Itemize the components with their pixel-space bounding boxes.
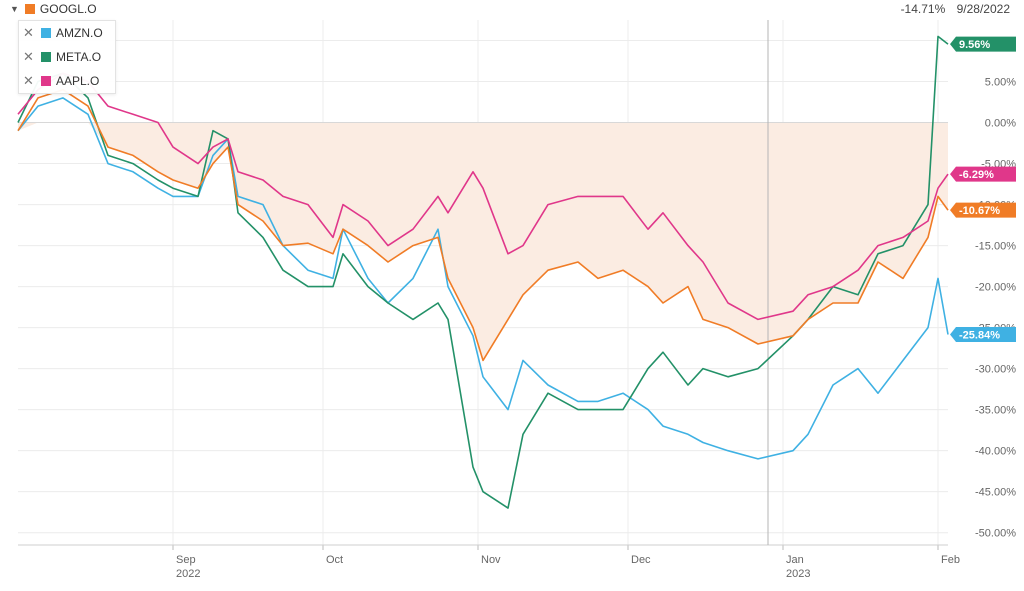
end-value-tag [950,202,1016,218]
x-tick-label: Feb [941,554,960,566]
end-value-label: -6.29% [959,169,994,181]
main-series-swatch [24,4,35,14]
end-value-tag [950,166,1016,182]
close-icon[interactable]: ✕ [23,73,34,88]
main-series-label: GOOGL.O [39,2,97,16]
end-value-tag [950,36,1016,52]
y-tick-label: -20.00% [975,282,1016,294]
legend-item-meta[interactable]: ✕ META.O [19,45,115,69]
readout-date: 9/28/2022 [956,2,1010,16]
legend-swatch [41,28,51,38]
end-value-label: -10.67% [959,205,1000,217]
y-tick-label: -35.00% [975,405,1016,417]
end-value-label: -25.84% [959,330,1000,342]
main-series-selector[interactable]: ▼ GOOGL.O [10,2,97,16]
end-value-label: 9.56% [959,39,990,51]
legend-swatch [41,52,51,62]
legend-label: AMZN.O [56,26,103,40]
series-line-aapl-o [17,72,949,321]
x-tick-sublabel: 2023 [786,568,810,580]
legend-item-aapl[interactable]: ✕ AAPL.O [19,69,115,93]
x-tick-label: Dec [631,554,651,566]
end-value-tag [950,327,1016,343]
legend-label: AAPL.O [56,74,100,88]
y-tick-label: -40.00% [975,446,1016,458]
readout-change: -14.71% [900,2,946,16]
chart-header: ▼ GOOGL.O -14.71% 9/28/2022 [0,0,1024,20]
y-tick-label: -45.00% [975,487,1016,499]
value-readout: -14.71% 9/28/2022 [893,2,1010,16]
legend-swatch [41,76,51,86]
baseline-fill-area [18,122,948,361]
x-tick-label: Nov [481,554,501,566]
y-tick-label: 0.00% [985,118,1016,130]
y-tick-label: 5.00% [985,77,1016,89]
x-tick-label: Jan [786,554,804,566]
y-tick-label: -30.00% [975,364,1016,376]
close-icon[interactable]: ✕ [23,25,34,40]
series-line-googl-o [17,88,949,362]
x-tick-label: Sep [176,554,196,566]
legend-label: META.O [56,50,102,64]
chevron-down-icon[interactable]: ▼ [10,4,19,14]
compare-legend: ✕ AMZN.O ✕ META.O ✕ AAPL.O [18,20,116,94]
y-tick-label: -15.00% [975,241,1016,253]
close-icon[interactable]: ✕ [23,49,34,64]
x-tick-sublabel: 2022 [176,568,200,580]
y-tick-label: -50.00% [975,528,1016,540]
legend-item-amzn[interactable]: ✕ AMZN.O [19,21,115,45]
x-tick-label: Oct [326,554,343,566]
series-line-amzn-o [17,97,949,460]
